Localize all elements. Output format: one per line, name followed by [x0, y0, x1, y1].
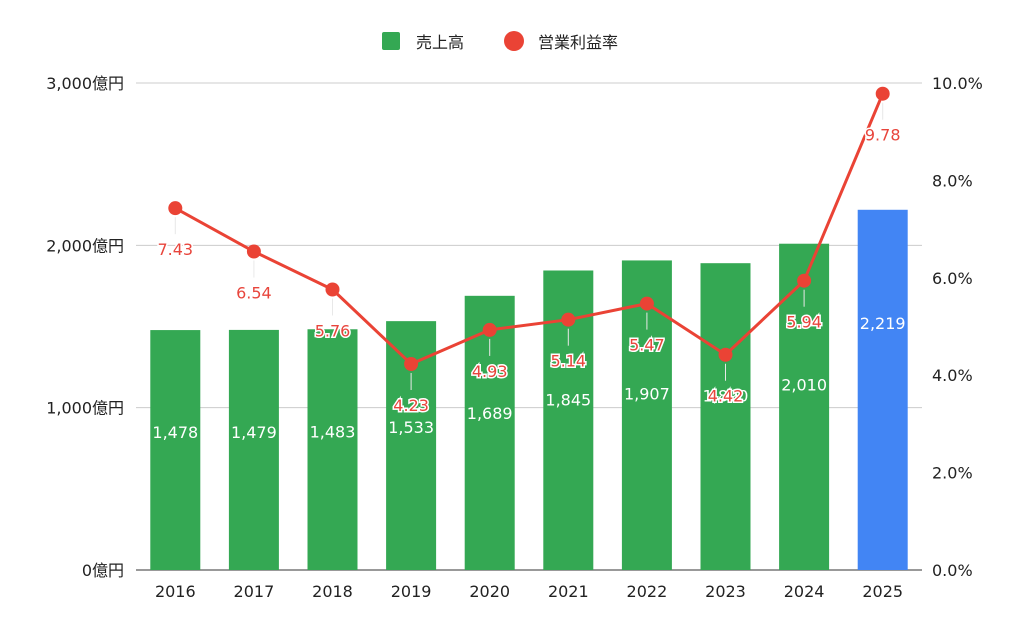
line-data-label: 5.76	[315, 321, 351, 340]
line-point	[482, 322, 497, 337]
legend-swatch-sales	[382, 32, 400, 50]
line-path	[174, 93, 885, 366]
bar-data-label: 1,533	[388, 418, 434, 437]
left-axis-tick-label: 1,000億円	[46, 399, 124, 418]
right-axis-tick-label: 10.0%	[932, 74, 983, 93]
bar	[621, 260, 672, 570]
line-data-labels: 7.43 6.54 5.76 4.23 4.93 5.14 5.47 4.42 5.94 9.78	[156, 102, 902, 416]
x-axis-tick-label: 2019	[391, 582, 432, 601]
line-data-label: 4.42	[708, 387, 744, 406]
legend-label-sales: 売上高	[416, 33, 464, 52]
x-axis-tick-label: 2018	[312, 582, 353, 601]
bar-data-label: 1,478	[152, 423, 198, 442]
bar-data-label: 1,479	[231, 423, 277, 442]
line-point	[639, 296, 654, 311]
x-axis-tick-label: 2021	[548, 582, 589, 601]
left-axis-tick-label: 2,000億円	[46, 236, 124, 255]
line-series	[168, 86, 890, 371]
line-point	[168, 201, 183, 216]
x-axis-tick-label: 2023	[705, 582, 746, 601]
line-data-label: 5.14	[550, 352, 586, 371]
bar-data-label: 1,845	[545, 390, 591, 409]
bar	[228, 329, 279, 570]
line-point	[325, 282, 340, 297]
legend-label-margin: 営業利益率	[538, 33, 618, 52]
right-axis-tick-label: 2.0%	[932, 464, 973, 483]
legend: 売上高 営業利益率	[382, 31, 618, 52]
right-y-axis: 0.0% 2.0% 4.0% 6.0% 8.0% 10.0%	[932, 74, 983, 580]
x-axis: 2016 2017 2018 2019 2020 2021 2022 2023 2024 2025	[155, 582, 903, 601]
right-axis-tick-label: 6.0%	[932, 269, 973, 288]
line-point	[246, 244, 261, 259]
left-axis-tick-label: 3,000億円	[46, 74, 124, 93]
bar-data-label: 1,890	[703, 386, 749, 405]
left-axis-tick-label: 0億円	[82, 561, 124, 580]
bar	[700, 263, 751, 570]
bar-data-label: 1,907	[624, 385, 670, 404]
line-point	[875, 86, 890, 101]
x-axis-tick-label: 2016	[155, 582, 196, 601]
right-axis-tick-label: 4.0%	[932, 366, 973, 385]
line-data-label: 5.47	[629, 336, 665, 355]
x-axis-tick-label: 2025	[862, 582, 903, 601]
x-axis-tick-label: 2022	[627, 582, 668, 601]
legend-swatch-margin	[504, 31, 524, 51]
bar	[307, 329, 358, 570]
bar	[150, 330, 201, 570]
line-data-label: 4.23	[393, 396, 429, 415]
bar-data-labels: 1,478 1,479 1,483 1,533 1,689 1,845 1,907 1,890…	[152, 314, 905, 442]
line-data-label: 6.54	[236, 284, 272, 303]
left-y-axis: 0億円 1,000億円 2,000億円 3,000億円	[46, 74, 124, 580]
x-axis-tick-label: 2020	[469, 582, 510, 601]
x-axis-tick-label: 2024	[784, 582, 825, 601]
line-point	[718, 347, 733, 362]
x-axis-tick-label: 2017	[234, 582, 275, 601]
bar-data-label: 2,010	[781, 376, 827, 395]
right-axis-tick-label: 8.0%	[932, 171, 973, 190]
line-point	[561, 312, 576, 327]
bar-data-label: 1,483	[310, 423, 356, 442]
bar	[857, 209, 908, 570]
right-axis-tick-label: 0.0%	[932, 561, 973, 580]
line-data-label: 5.94	[786, 313, 822, 332]
line-data-label: 4.93	[472, 362, 508, 381]
line-data-label: 7.43	[157, 240, 193, 259]
bar-data-label: 2,219	[860, 314, 906, 333]
bar-series	[150, 209, 908, 570]
line-data-label: 9.78	[865, 126, 901, 145]
line-point	[797, 273, 812, 288]
line-point	[404, 356, 419, 371]
bar-data-label: 1,689	[467, 404, 513, 423]
